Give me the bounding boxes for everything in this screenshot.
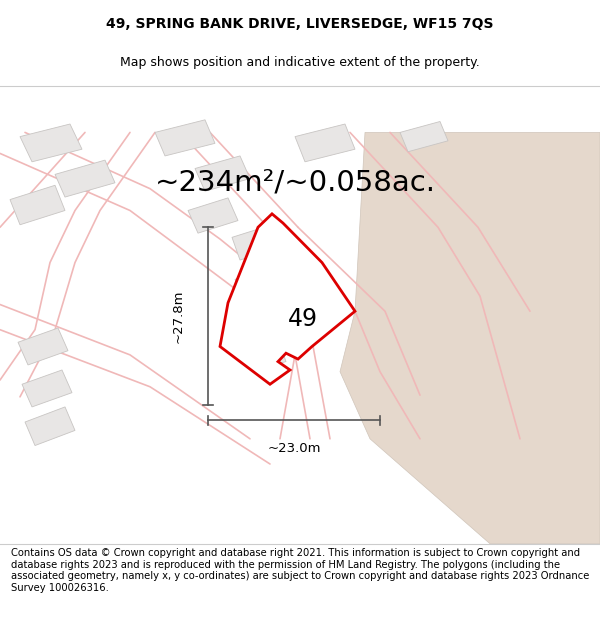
Polygon shape [232,225,280,260]
Polygon shape [22,370,72,407]
Polygon shape [18,328,68,365]
Text: ~27.8m: ~27.8m [172,289,185,343]
Polygon shape [240,303,283,333]
Polygon shape [155,120,215,156]
Text: 49: 49 [288,307,318,331]
Polygon shape [295,124,355,162]
Polygon shape [248,345,286,370]
Polygon shape [20,124,82,162]
Polygon shape [235,269,278,299]
Polygon shape [220,214,355,384]
Text: Map shows position and indicative extent of the property.: Map shows position and indicative extent… [120,56,480,69]
Polygon shape [195,156,250,191]
Polygon shape [10,185,65,225]
Text: 49, SPRING BANK DRIVE, LIVERSEDGE, WF15 7QS: 49, SPRING BANK DRIVE, LIVERSEDGE, WF15 … [106,17,494,31]
Polygon shape [25,407,75,446]
Polygon shape [55,160,115,197]
Polygon shape [400,121,448,152]
Polygon shape [188,198,238,233]
Polygon shape [340,132,600,544]
Text: ~23.0m: ~23.0m [267,442,321,456]
Text: Contains OS data © Crown copyright and database right 2021. This information is : Contains OS data © Crown copyright and d… [11,548,589,592]
Text: ~234m²/~0.058ac.: ~234m²/~0.058ac. [155,169,436,197]
